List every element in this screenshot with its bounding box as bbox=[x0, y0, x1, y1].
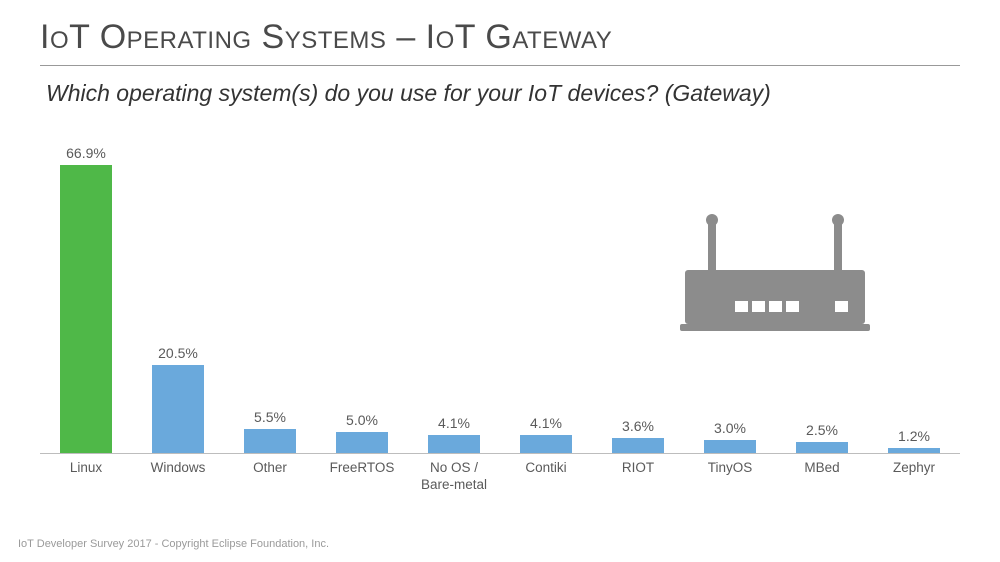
bar-value-label: 5.5% bbox=[254, 409, 286, 425]
bar-axis-label: Contiki bbox=[500, 454, 592, 502]
bar-slot: 5.0% bbox=[316, 152, 408, 453]
bar-slot: 20.5% bbox=[132, 152, 224, 453]
bar bbox=[520, 435, 572, 453]
bar bbox=[704, 440, 756, 453]
bar-slot: 3.6% bbox=[592, 152, 684, 453]
bar-slot: 4.1% bbox=[408, 152, 500, 453]
bar bbox=[612, 438, 664, 453]
chart-x-labels: LinuxWindowsOtherFreeRTOSNo OS /Bare-met… bbox=[40, 454, 960, 502]
bar-axis-label: MBed bbox=[776, 454, 868, 502]
bar-value-label: 5.0% bbox=[346, 412, 378, 428]
bar bbox=[244, 429, 296, 453]
title-rule bbox=[40, 65, 960, 66]
bar-axis-label: TinyOS bbox=[684, 454, 776, 502]
bar bbox=[888, 448, 940, 453]
bar-value-label: 2.5% bbox=[806, 422, 838, 438]
bar-axis-label: FreeRTOS bbox=[316, 454, 408, 502]
bar-value-label: 3.0% bbox=[714, 420, 746, 436]
bar-axis-label: RIOT bbox=[592, 454, 684, 502]
bar-slot: 4.1% bbox=[500, 152, 592, 453]
router-icon bbox=[680, 210, 870, 340]
bar-axis-label: Zephyr bbox=[868, 454, 960, 502]
bar bbox=[152, 365, 204, 453]
bar-value-label: 4.1% bbox=[530, 415, 562, 431]
bar-value-label: 3.6% bbox=[622, 418, 654, 434]
slide-footer: IoT Developer Survey 2017 - Copyright Ec… bbox=[18, 538, 329, 550]
slide-root: IoT Operating Systems – IoT Gateway Whic… bbox=[0, 0, 1000, 562]
bar-slot: 5.5% bbox=[224, 152, 316, 453]
bar bbox=[796, 442, 848, 453]
bar-value-label: 20.5% bbox=[158, 345, 198, 361]
slide-subtitle: Which operating system(s) do you use for… bbox=[40, 80, 960, 107]
bar-axis-label: Other bbox=[224, 454, 316, 502]
bar-value-label: 66.9% bbox=[66, 145, 106, 161]
bar bbox=[336, 432, 388, 454]
bar-axis-label: No OS /Bare-metal bbox=[408, 454, 500, 502]
bar bbox=[60, 165, 112, 453]
bar-value-label: 1.2% bbox=[898, 428, 930, 444]
bar-slot: 1.2% bbox=[868, 152, 960, 453]
bar-slot: 66.9% bbox=[40, 152, 132, 453]
slide-title: IoT Operating Systems – IoT Gateway bbox=[40, 18, 960, 63]
bar bbox=[428, 435, 480, 453]
bar-axis-label: Windows bbox=[132, 454, 224, 502]
bar-value-label: 4.1% bbox=[438, 415, 470, 431]
bar-axis-label: Linux bbox=[40, 454, 132, 502]
